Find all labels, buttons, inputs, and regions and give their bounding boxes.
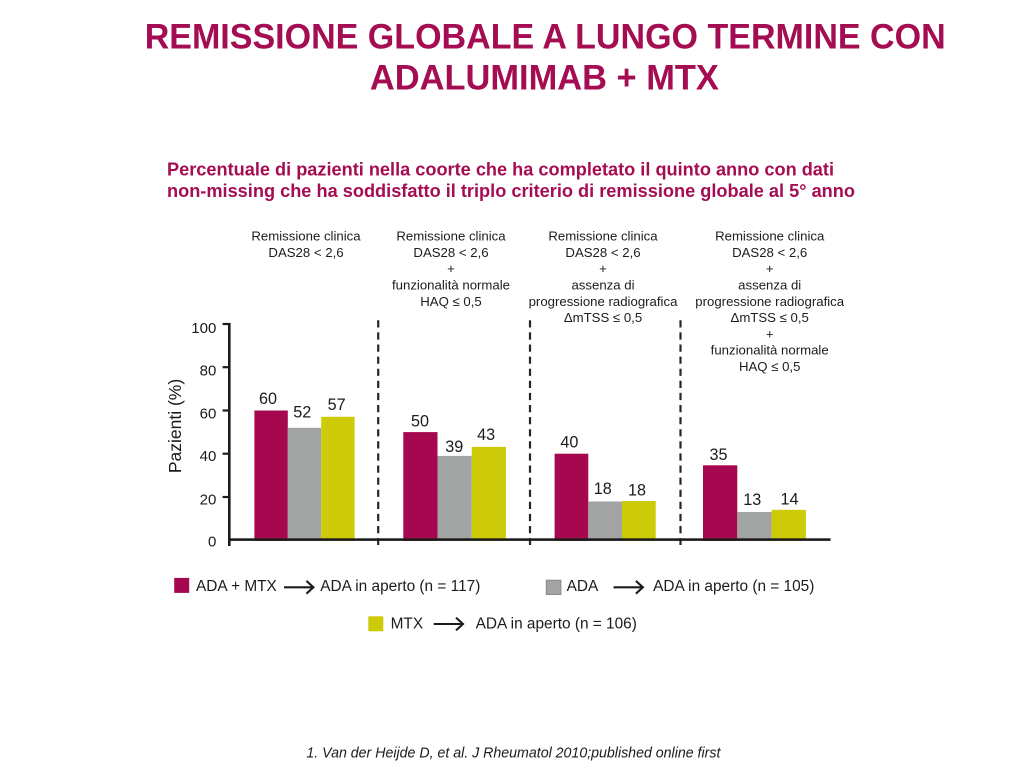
svg-text:ADALUMIMAB + MTX: ADALUMIMAB + MTX xyxy=(370,59,720,98)
svg-text:50: 50 xyxy=(411,412,429,430)
svg-text:MTX: MTX xyxy=(391,616,424,633)
svg-text:DAS28 < 2,6: DAS28 < 2,6 xyxy=(732,245,807,260)
svg-text:REMISSIONE GLOBALE A LUNGO TER: REMISSIONE GLOBALE A LUNGO TERMINE CON xyxy=(145,18,946,57)
svg-text:Remissione clinica: Remissione clinica xyxy=(548,229,658,244)
svg-text:non-missing che ha soddisfatto: non-missing che ha soddisfatto il triplo… xyxy=(167,180,855,201)
svg-text:Remissione clinica: Remissione clinica xyxy=(396,229,506,244)
svg-text:+: + xyxy=(599,261,607,276)
svg-text:Remissione clinica: Remissione clinica xyxy=(251,229,361,244)
svg-text:+: + xyxy=(447,261,455,276)
svg-text:14: 14 xyxy=(780,491,798,509)
svg-text:funzionalità normale: funzionalità normale xyxy=(711,343,829,358)
svg-text:40: 40 xyxy=(560,433,578,451)
svg-text:DAS28 < 2,6: DAS28 < 2,6 xyxy=(565,245,640,260)
svg-text:DAS28 < 2,6: DAS28 < 2,6 xyxy=(413,245,488,260)
svg-text:progressione radiografica: progressione radiografica xyxy=(695,294,844,309)
svg-text:57: 57 xyxy=(328,396,346,414)
svg-text:18: 18 xyxy=(628,481,646,499)
svg-text:1. Van der Heijde D, et al. J: 1. Van der Heijde D, et al. J Rheumatol … xyxy=(306,746,721,762)
svg-text:Percentuale di pazienti nella: Percentuale di pazienti nella coorte che… xyxy=(167,159,834,180)
svg-text:18: 18 xyxy=(594,480,612,498)
svg-text:assenza di: assenza di xyxy=(738,278,801,293)
svg-text:35: 35 xyxy=(709,446,727,464)
svg-text:43: 43 xyxy=(477,426,495,444)
svg-text:80: 80 xyxy=(200,362,217,379)
svg-text:funzionalità normale: funzionalità normale xyxy=(392,278,510,293)
svg-text:Pazienti (%): Pazienti (%) xyxy=(165,379,185,473)
svg-text:39: 39 xyxy=(445,438,463,456)
svg-text:0: 0 xyxy=(208,533,216,550)
svg-text:+: + xyxy=(766,261,774,276)
svg-text:13: 13 xyxy=(743,491,761,509)
svg-text:assenza di: assenza di xyxy=(571,278,634,293)
svg-text:ΔmTSS ≤ 0,5: ΔmTSS ≤ 0,5 xyxy=(731,310,809,325)
svg-text:ADA + MTX: ADA + MTX xyxy=(196,578,277,595)
svg-text:40: 40 xyxy=(200,448,217,465)
svg-text:ADA in aperto (n = 105): ADA in aperto (n = 105) xyxy=(653,578,814,595)
svg-text:Remissione clinica: Remissione clinica xyxy=(715,229,825,244)
svg-text:progressione radiografica: progressione radiografica xyxy=(529,294,678,309)
svg-text:ADA in aperto (n = 117): ADA in aperto (n = 117) xyxy=(320,578,480,595)
svg-text:ΔmTSS ≤ 0,5: ΔmTSS ≤ 0,5 xyxy=(564,310,642,325)
svg-text:20: 20 xyxy=(200,491,217,508)
svg-text:+: + xyxy=(766,326,774,341)
svg-text:ADA in aperto (n = 106): ADA in aperto (n = 106) xyxy=(476,616,637,633)
svg-text:HAQ ≤ 0,5: HAQ ≤ 0,5 xyxy=(420,294,481,309)
svg-text:HAQ ≤ 0,5: HAQ ≤ 0,5 xyxy=(739,359,800,374)
svg-text:DAS28 < 2,6: DAS28 < 2,6 xyxy=(268,245,343,260)
svg-text:52: 52 xyxy=(293,404,311,422)
svg-text:60: 60 xyxy=(200,405,217,422)
svg-text:60: 60 xyxy=(259,390,277,408)
svg-text:ADA: ADA xyxy=(567,578,599,595)
svg-text:100: 100 xyxy=(191,320,216,337)
